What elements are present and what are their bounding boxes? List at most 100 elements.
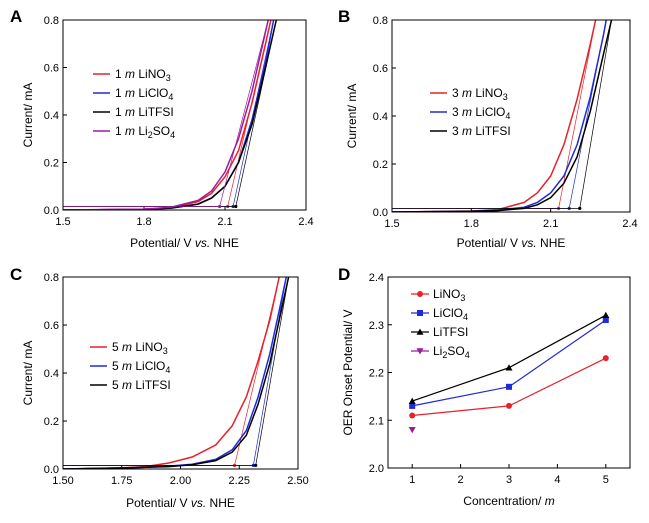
- y-tick-label: 0.6: [44, 320, 59, 332]
- y-tick-label: 0.6: [373, 63, 388, 75]
- axis-title-part: m: [545, 494, 555, 508]
- legend-label: 5 m LiTFSI: [112, 378, 171, 392]
- x-tick-label: 3: [506, 474, 512, 486]
- legend-label: 1 m LiTFSI: [115, 105, 174, 119]
- data-point: [506, 402, 512, 409]
- y-tick-label: 2.2: [369, 368, 384, 380]
- legend-label-part: m: [122, 378, 132, 392]
- y-tick-label: 0.8: [44, 15, 59, 27]
- onset-marker: [234, 204, 238, 209]
- legend-label-part: 1: [115, 67, 125, 81]
- y-tick-label: 0.4: [373, 111, 388, 123]
- axis-title-part: Potential/ V: [126, 496, 191, 510]
- legend-label-part: 3: [163, 346, 168, 356]
- panel-letter: B: [338, 7, 350, 26]
- y-tick-label: 0.2: [373, 159, 388, 171]
- legend-label-part: m: [122, 359, 132, 373]
- panel-d: D1 2 3 4 52.02.12.22.32.4LiNO3LiClO4LiTFSILi…: [338, 265, 631, 508]
- axis-title-part: Current/ mA: [21, 83, 35, 148]
- data-point: [409, 402, 416, 409]
- x-axis-title: Concentration/ m: [463, 494, 554, 508]
- y-tick-label: 2.4: [369, 272, 384, 284]
- legend-label-part: m: [125, 67, 135, 81]
- legend-label-part: LiTFSI: [135, 105, 174, 119]
- legend-label-part: m: [462, 86, 472, 100]
- legend-label-part: 3: [166, 73, 171, 83]
- legend-label-part: 4: [465, 350, 470, 360]
- y-tick-label: 0.8: [44, 272, 59, 284]
- tangent-fit: [558, 20, 596, 209]
- legend-label-part: m: [125, 105, 135, 119]
- axis-title-part: NHE: [206, 496, 235, 510]
- legend-label-part: Li: [433, 344, 442, 358]
- legend-label-part: Li: [135, 124, 148, 138]
- legend-label-part: m: [125, 124, 135, 138]
- legend-label-part: 4: [463, 312, 468, 322]
- data-point: [602, 311, 610, 318]
- data-point: [416, 348, 424, 355]
- y-tick-label: 0.4: [44, 110, 59, 122]
- axis-title-part: OER Onset Potential/ V: [341, 309, 355, 435]
- onset-marker: [218, 204, 222, 209]
- y-tick-label: 0.2: [44, 416, 59, 428]
- data-point: [408, 397, 416, 404]
- x-tick-label: 2.25: [229, 475, 250, 487]
- tangent-fit: [255, 277, 289, 466]
- legend-label-part: 4: [165, 365, 170, 375]
- tangent-fit: [568, 20, 607, 209]
- tangent-fit: [227, 20, 272, 207]
- legend-label: Li2SO4: [433, 344, 470, 360]
- x-tick-label: 4: [554, 474, 560, 486]
- legend-label-part: SO: [153, 124, 170, 138]
- data-point: [506, 383, 512, 390]
- plot-frame: [391, 19, 631, 213]
- onset-marker: [578, 206, 582, 210]
- panel-letter: C: [10, 265, 22, 284]
- legend-label-part: 3: [452, 124, 462, 138]
- axis-title-part: NHE: [210, 236, 239, 250]
- y-axis-title: Current/ mA: [21, 341, 35, 406]
- legend-label-part: 2: [148, 130, 153, 140]
- legend-label-part: 5: [112, 340, 122, 354]
- series-line: [392, 20, 613, 212]
- x-axis-title: Potential/ V vs. NHE: [130, 236, 239, 250]
- legend-label-part: LiNO: [433, 287, 460, 301]
- legend-label: LiNO3: [433, 287, 465, 303]
- x-tick-label: 2.1: [543, 218, 558, 230]
- legend-label-part: LiNO: [472, 86, 503, 100]
- axis-title-part: Current/ mA: [345, 84, 359, 149]
- y-axis-title: OER Onset Potential/ V: [341, 309, 355, 435]
- x-tick-label: 1.50: [52, 475, 73, 487]
- legend-label-part: 3: [452, 105, 462, 119]
- data-point: [408, 427, 416, 434]
- legend-label: 5 m LiNO3: [112, 340, 168, 356]
- legend-label: 5 m LiClO4: [112, 359, 170, 375]
- x-tick-label: 2.4: [298, 216, 313, 228]
- legend-label-part: 4: [170, 130, 175, 140]
- panel-c: C 1.50 1.75 2.00 2.25 2.50 0.0 0.2 0.4 0.6 0.8 5 m …: [10, 265, 309, 510]
- x-tick-label: 1.8: [136, 216, 151, 228]
- legend-label-part: LiClO: [472, 105, 505, 119]
- series-line: [63, 277, 290, 469]
- data-point: [409, 412, 416, 419]
- legend-label-part: 3: [452, 86, 462, 100]
- legend-label: 1 m LiNO3: [115, 67, 171, 83]
- data-point: [602, 355, 609, 362]
- series-line: [63, 20, 269, 210]
- legend-label-part: 2: [442, 350, 447, 360]
- data-point: [505, 364, 513, 371]
- panel-letter: A: [10, 7, 22, 26]
- x-tick-label: 2.50: [287, 475, 308, 487]
- legend-label-part: 5: [112, 359, 122, 373]
- legend-label: LiTFSI: [433, 325, 468, 339]
- y-tick-label: 0.0: [44, 205, 59, 217]
- legend-label-part: 1: [115, 86, 125, 100]
- series-line: [63, 277, 280, 469]
- x-tick-label: 1.8: [464, 218, 479, 230]
- x-tick-label: 2.00: [170, 475, 191, 487]
- x-tick-label: 1: [409, 474, 415, 486]
- tangent-fit: [579, 20, 612, 209]
- y-tick-label: 2.3: [369, 320, 384, 332]
- y-tick-label: 2.0: [369, 463, 384, 475]
